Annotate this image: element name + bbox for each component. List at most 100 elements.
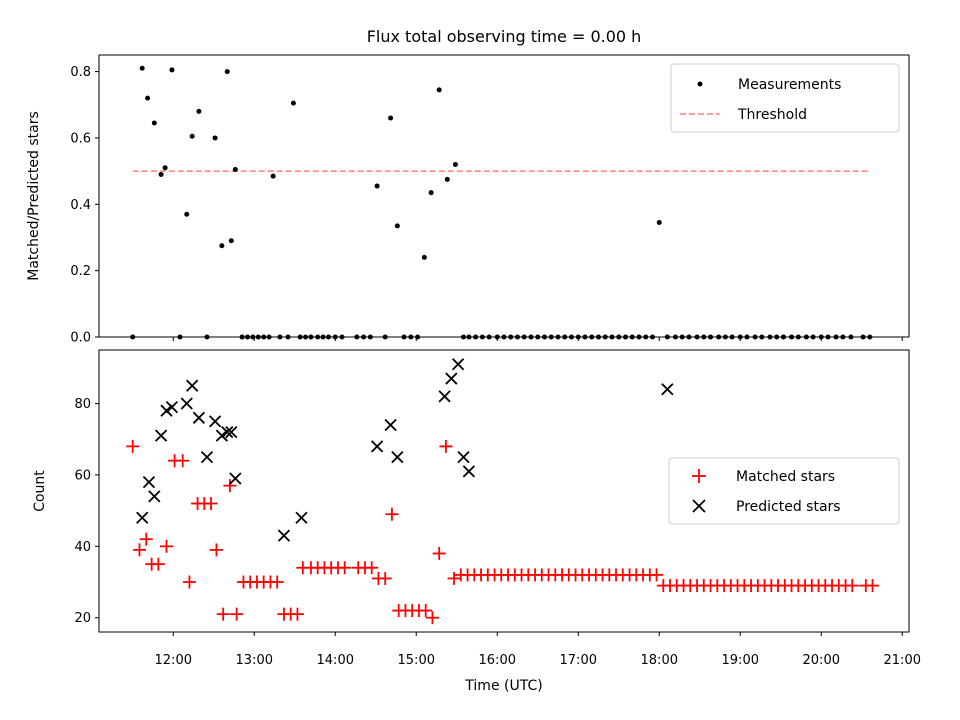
- x-tick-label: 13:00: [236, 653, 273, 668]
- ratio-x-ticks: [172, 337, 903, 341]
- measurement-point: [374, 183, 380, 189]
- matched-star-point: [439, 439, 453, 453]
- predicted-star-point: [384, 418, 397, 432]
- predicted-star-point: [370, 440, 384, 453]
- predicted-star-point: [462, 465, 476, 478]
- x-tick-label: 15:00: [398, 653, 435, 668]
- count-y-tick-label: 80: [74, 397, 91, 412]
- predicted-star-point: [225, 425, 238, 439]
- measurements-legend-marker: [697, 81, 703, 87]
- predicted-star-point: [180, 397, 193, 410]
- matched-star-point: [223, 479, 237, 493]
- predicted-star-point: [192, 411, 206, 424]
- predicted-star-point: [451, 358, 465, 371]
- ratio-plot-area: [130, 65, 873, 340]
- measurement-point: [656, 220, 662, 226]
- predicted-star-point: [165, 400, 179, 414]
- predicted-star-point: [457, 450, 470, 464]
- predicted-star-point: [160, 404, 173, 417]
- measurement-point: [270, 173, 276, 179]
- measurement-point: [394, 223, 400, 229]
- measurement-point: [169, 67, 175, 73]
- count-y-tick-label: 40: [74, 540, 91, 555]
- measurement-point: [162, 165, 168, 171]
- predicted-star-point: [154, 429, 168, 442]
- matched-star-point: [176, 454, 190, 468]
- x-tick-label: 17:00: [560, 653, 597, 668]
- matched-star-point: [845, 579, 859, 593]
- matched-star-point: [216, 607, 230, 621]
- ratio-y-tick-label: 0.8: [70, 65, 91, 80]
- x-tick-label: 19:00: [722, 653, 759, 668]
- matched-star-point: [419, 604, 433, 618]
- measurement-point: [444, 176, 450, 182]
- matched-star-point: [365, 561, 379, 575]
- matched-legend-marker: [692, 469, 706, 483]
- x-tick-label: 16:00: [479, 653, 516, 668]
- ratio-y-tick-label: 0.2: [70, 264, 91, 279]
- ratio-legend: Measurements Threshold: [670, 63, 900, 133]
- predicted-star-point: [221, 425, 234, 439]
- predicted-star-point: [277, 529, 291, 542]
- predicted-star-point: [229, 472, 242, 485]
- count-plot-area: [126, 358, 880, 625]
- matched-legend-label: Matched stars: [736, 469, 835, 485]
- count-x-axis: 12:00 13:00 14:00 15:00 16:00 17:00 18:00 19:00…: [155, 632, 921, 668]
- ratio-panel: Flux total observing time = 0.00 h 0.00.…: [26, 27, 910, 346]
- matched-star-point: [385, 507, 399, 521]
- count-y-tick-label: 20: [74, 611, 91, 626]
- measurements-legend-label: Measurements: [738, 77, 841, 93]
- count-y-tick-label: 60: [74, 468, 91, 483]
- matched-star-point: [378, 571, 392, 585]
- predicted-star-point: [215, 429, 228, 442]
- matched-star-point: [230, 607, 244, 621]
- predicted-star-point: [136, 511, 149, 524]
- predicted-star-point: [186, 379, 199, 392]
- matched-star-point: [182, 575, 196, 589]
- count-y-axis: 20 40 60 80: [74, 397, 99, 626]
- chart-title: Flux total observing time = 0.00 h: [367, 27, 642, 46]
- predicted-star-point: [295, 511, 308, 524]
- measurement-point: [145, 95, 151, 101]
- measurement-point: [189, 133, 195, 139]
- x-tick-label: 14:00: [317, 653, 354, 668]
- predicted-star-point: [208, 415, 222, 428]
- ratio-y-tick-label: 0.6: [70, 131, 91, 146]
- measurement-point: [232, 166, 238, 172]
- matched-star-point: [290, 607, 304, 621]
- measurement-point: [184, 211, 190, 217]
- measurement-point: [428, 190, 434, 196]
- measurement-point: [151, 120, 157, 126]
- matched-star-point: [126, 439, 140, 453]
- x-tick-label: 12:00: [155, 653, 192, 668]
- measurement-point: [196, 108, 202, 114]
- predicted-star-point: [391, 450, 404, 464]
- matched-star-point: [133, 543, 146, 557]
- measurement-point: [139, 65, 145, 71]
- measurement-point: [228, 238, 234, 244]
- measurement-point: [388, 115, 394, 121]
- matched-star-point: [204, 496, 218, 510]
- x-tick-label: 18:00: [641, 653, 678, 668]
- matched-star-point: [432, 546, 446, 560]
- predicted-star-point: [661, 383, 674, 396]
- count-plot-frame: [98, 349, 910, 633]
- ratio-legend-box: [670, 63, 900, 133]
- x-tick-label: 21:00: [884, 653, 921, 668]
- count-y-axis-label: Count: [32, 470, 48, 512]
- matched-star-point: [209, 543, 223, 557]
- matched-star-point: [338, 561, 352, 575]
- measurement-point: [158, 171, 164, 177]
- ratio-y-tick-label: 0.4: [70, 198, 91, 213]
- x-tick-label: 20:00: [803, 653, 840, 668]
- measurement-point: [290, 100, 296, 106]
- matched-star-point: [447, 571, 461, 585]
- count-legend-box: [668, 457, 900, 525]
- predicted-star-point: [142, 475, 156, 489]
- measurement-point: [421, 254, 427, 260]
- measurement-point: [219, 243, 225, 249]
- matched-star-point: [866, 579, 880, 593]
- ratio-plot-frame: [98, 54, 910, 338]
- predicted-star-point: [148, 490, 161, 503]
